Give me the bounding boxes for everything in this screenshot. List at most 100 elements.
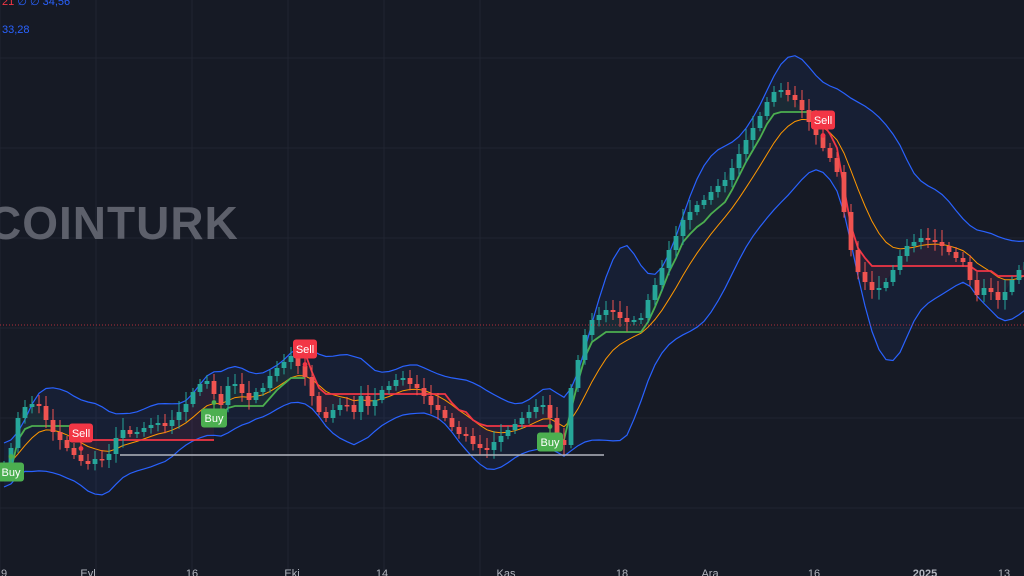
supertrend-up-line bbox=[550, 111, 823, 441]
candle-body bbox=[680, 220, 686, 236]
candle-body bbox=[99, 459, 105, 461]
candle-body bbox=[610, 310, 616, 312]
supertrend-down-line bbox=[822, 123, 1024, 277]
bollinger-upper-line bbox=[3, 55, 1024, 444]
signal-dot bbox=[8, 454, 14, 459]
signal-labels: Buy Sell Buy Sell Buy Sell bbox=[0, 110, 835, 482]
candle-body bbox=[456, 427, 462, 434]
candle-body bbox=[673, 236, 679, 250]
x-tick-label: 9 bbox=[1, 568, 7, 576]
candle-body bbox=[442, 410, 448, 418]
candle-body bbox=[386, 386, 392, 390]
candle-body bbox=[582, 335, 588, 360]
candle-body bbox=[953, 252, 959, 258]
candle-body bbox=[596, 315, 602, 320]
sell-signal-label: Sell bbox=[69, 423, 93, 451]
candle-body bbox=[246, 393, 252, 400]
candle-body bbox=[960, 258, 966, 262]
candle-body bbox=[512, 424, 518, 430]
supertrend-down-line bbox=[304, 352, 550, 427]
indicator-value: 33,28 bbox=[2, 24, 30, 36]
ohlc-fragment: 21 bbox=[2, 0, 15, 8]
signal-dot bbox=[211, 400, 217, 405]
candle-body bbox=[666, 250, 672, 268]
signal-dot bbox=[78, 446, 84, 451]
candle-body bbox=[309, 377, 315, 396]
bollinger-band-fill bbox=[4, 55, 1024, 495]
candle-body bbox=[617, 312, 623, 318]
candle-body bbox=[15, 418, 21, 448]
candle-body bbox=[323, 412, 329, 418]
candle-body bbox=[981, 288, 987, 295]
candle-body bbox=[197, 384, 203, 392]
x-axis: 9 Eyl 16 Eki 14 Kas 18 Ara 16 2025 13 bbox=[1, 568, 1010, 576]
buy-signal-label: Buy bbox=[201, 400, 227, 428]
x-tick-label: 18 bbox=[616, 568, 628, 576]
x-tick-label: Ara bbox=[701, 568, 719, 576]
candle-body bbox=[834, 158, 840, 172]
candle-body bbox=[701, 200, 707, 205]
bollinger-fill bbox=[4, 55, 1024, 495]
signal-text: Buy bbox=[2, 467, 21, 479]
supertrend-down-fill bbox=[823, 124, 1024, 300]
candle-body bbox=[253, 392, 259, 400]
candle-body bbox=[855, 250, 861, 272]
candle-body bbox=[659, 268, 665, 285]
signal-text: Sell bbox=[814, 115, 832, 127]
buy-signal-label: Buy bbox=[0, 454, 24, 482]
candle-body bbox=[43, 406, 49, 420]
sell-signal-label: Sell bbox=[293, 339, 317, 367]
candle-body bbox=[995, 292, 1001, 300]
candles bbox=[1, 82, 1024, 473]
candle-body bbox=[428, 396, 434, 405]
candle-body bbox=[764, 102, 770, 116]
candle-body bbox=[288, 356, 294, 362]
candle-body bbox=[729, 168, 735, 180]
candle-body bbox=[120, 430, 126, 438]
watermark-logo: COINTURK bbox=[0, 197, 239, 249]
candle-body bbox=[155, 423, 161, 425]
candle-body bbox=[638, 318, 644, 320]
candle-body bbox=[743, 140, 749, 154]
candle-body bbox=[148, 425, 154, 428]
candle-body bbox=[806, 110, 812, 122]
candle-body bbox=[365, 396, 371, 406]
candle-body bbox=[64, 440, 70, 448]
candle-body bbox=[722, 180, 728, 186]
candle-body bbox=[932, 240, 938, 242]
candle-body bbox=[533, 407, 539, 412]
candle-body bbox=[820, 135, 826, 148]
candle-body bbox=[358, 396, 364, 412]
supertrend-down-line bbox=[80, 436, 214, 441]
candle-body bbox=[204, 381, 210, 384]
signal-text: Buy bbox=[205, 413, 224, 425]
candle-body bbox=[897, 256, 903, 270]
candle-body bbox=[750, 128, 756, 140]
candle-body bbox=[491, 442, 497, 450]
x-tick-label: Eki bbox=[284, 568, 299, 576]
candle-body bbox=[470, 436, 476, 444]
candle-body bbox=[162, 423, 168, 426]
buy-signal-label: Buy bbox=[537, 424, 563, 452]
candle-body bbox=[848, 212, 854, 250]
candle-body bbox=[274, 368, 280, 376]
candle-body bbox=[799, 100, 805, 110]
candle-body bbox=[918, 238, 924, 242]
reference-lines bbox=[0, 324, 1024, 456]
signal-dot bbox=[820, 133, 826, 138]
candle-body bbox=[715, 186, 721, 192]
candle-body bbox=[22, 407, 28, 418]
signal-dot bbox=[302, 362, 308, 367]
signal-box bbox=[0, 462, 24, 482]
candle-body bbox=[281, 362, 287, 368]
candle-body bbox=[652, 285, 658, 300]
candle-body bbox=[540, 405, 546, 407]
supertrend-up-line bbox=[214, 377, 305, 417]
candle-body bbox=[435, 405, 441, 410]
candle-body bbox=[127, 430, 133, 434]
candle-body bbox=[841, 172, 847, 212]
bb-lower-value: ∅ bbox=[29, 0, 40, 8]
candle-body bbox=[694, 205, 700, 212]
